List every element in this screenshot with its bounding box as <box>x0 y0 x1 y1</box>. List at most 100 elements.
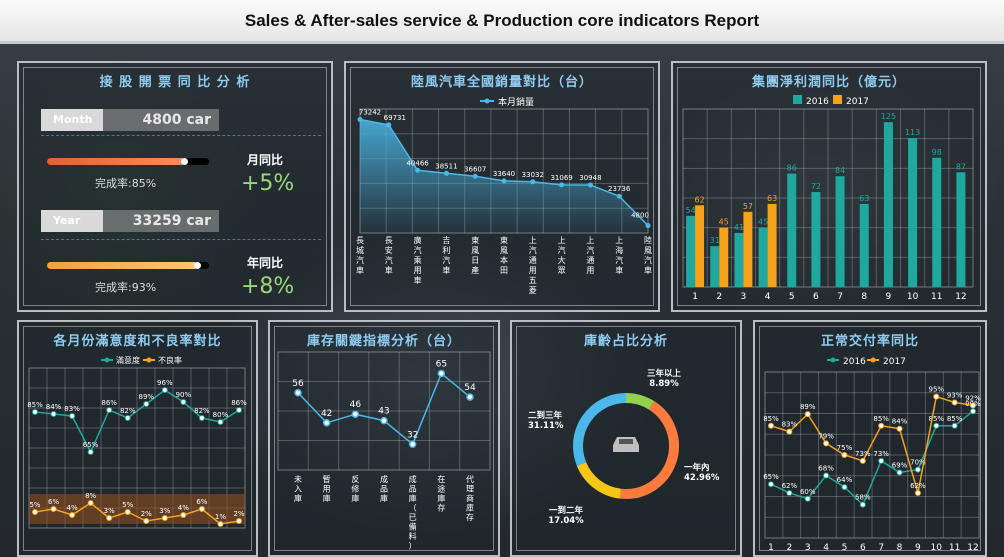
plot-area <box>277 351 491 471</box>
inventory-data-label: 43 <box>378 407 389 417</box>
inventory-tick-label: 未入庫 <box>294 474 302 503</box>
profit-tick-label: 10 <box>907 292 919 302</box>
profit-data-label: 63 <box>859 194 869 203</box>
profit-tick-label: 1 <box>692 292 698 302</box>
age-slice <box>576 461 622 499</box>
sales-data-label: 31069 <box>550 174 572 182</box>
delivery-tick-label: 8 <box>897 543 903 553</box>
legend-swatch <box>833 95 842 104</box>
defect-data-label: 5% <box>122 501 133 509</box>
month-value: 4800 car <box>103 109 219 131</box>
profit-bar-2017 <box>743 211 753 287</box>
sales-tick-label: 長城汽車 <box>356 236 364 275</box>
delivery-point <box>804 411 811 418</box>
defect-point <box>143 518 150 524</box>
delivery-data-label: 85% <box>873 415 889 423</box>
inventory-data-label: 42 <box>321 409 332 419</box>
defect-point <box>32 509 38 515</box>
delivery-tick-label: 12 <box>967 543 978 553</box>
delivery-data-label: 62% <box>782 482 798 490</box>
legend-label: 本月銷量 <box>498 96 534 108</box>
profit-bar-2016 <box>710 246 720 287</box>
profit-data-label: 125 <box>881 112 896 121</box>
legend-label: 滿意度 <box>116 355 140 365</box>
delivery-tick-label: 7 <box>878 543 884 553</box>
sales-title: 陸風汽車全國銷量對比（台） <box>410 75 593 90</box>
sales-tick-label: 長安汽車 <box>385 236 393 275</box>
legend-marker <box>104 357 110 363</box>
profit-bar-2016 <box>956 172 966 287</box>
defect-data-label: 5% <box>29 501 40 509</box>
defect-data-label: 1% <box>215 513 226 521</box>
sales-tick-label: 東風日產 <box>471 235 479 275</box>
delivery-point <box>914 466 921 473</box>
delivery-point <box>786 489 793 496</box>
profit-bar-2016 <box>787 173 797 287</box>
delivery-data-label: 79% <box>818 432 834 440</box>
profit-data-label: 87 <box>956 162 966 171</box>
delivery-data-label: 73% <box>873 450 889 458</box>
satisfaction-line <box>34 389 240 454</box>
defect-point <box>106 515 113 521</box>
profit-tick-label: 11 <box>931 292 942 302</box>
delivery-data-label: 93% <box>947 391 963 399</box>
profit-tick-label: 12 <box>955 292 966 302</box>
profit-tick-label: 7 <box>837 292 843 302</box>
satisfaction-data-label: 86% <box>101 399 117 407</box>
delivery-data-label: 84% <box>892 418 908 426</box>
delivery-point <box>768 422 774 429</box>
delivery-data-label: 60% <box>800 488 816 496</box>
sales-point <box>645 223 651 229</box>
delivery-point <box>841 484 848 491</box>
divider <box>41 135 321 136</box>
year-progress-fill <box>47 262 198 269</box>
delivery-tick-label: 2 <box>786 543 792 553</box>
delivery-point <box>951 422 958 429</box>
sales-tick-label: 陸風汽車 <box>644 235 652 275</box>
sales-tick-label: 吉利汽車 <box>442 236 450 275</box>
satisfaction-point <box>32 409 38 415</box>
delivery-tick-label: 10 <box>931 543 943 553</box>
delivery-point <box>878 457 885 464</box>
sales-data-label: 40466 <box>406 159 429 167</box>
month-progress-knob <box>180 158 188 165</box>
satisfaction-point <box>124 415 131 421</box>
profit-data-label: 31 <box>710 236 720 245</box>
delivery-point <box>859 457 866 464</box>
inventory-tick-label: 代理商庫存 <box>466 474 474 522</box>
month-progress-text: 完成率:85% <box>95 177 157 190</box>
profit-bar-2016 <box>908 138 918 287</box>
profit-tick-label: 3 <box>741 292 747 302</box>
defect-line <box>34 502 240 525</box>
profit-bar-2016 <box>734 232 744 287</box>
satisfaction-point <box>236 407 242 413</box>
defect-data-label: 3% <box>159 507 170 515</box>
satisfaction-panel: 各月份滿意度和不良率對比 滿意度 不良率 85% 84% 83% 65% 86% 82% 89%… <box>17 320 258 557</box>
profit-data-label: 45 <box>758 218 768 227</box>
defect-point <box>217 521 224 527</box>
delivery-point <box>896 425 903 432</box>
sales-point <box>587 182 593 188</box>
sales-point <box>357 116 363 122</box>
delivery-data-label: 70% <box>910 459 926 467</box>
report-title: Sales & After-sales service & Production… <box>244 10 760 30</box>
profit-title: 集團淨利潤同比（億元） <box>751 75 906 90</box>
sales-point <box>472 173 478 179</box>
profit-data-label: 54 <box>685 206 695 215</box>
inventory-data-label: 56 <box>292 379 304 389</box>
delivery-data-label: 69% <box>892 462 908 470</box>
delivery-point <box>896 469 903 476</box>
defect-point <box>50 506 57 512</box>
delivery-point <box>951 399 958 406</box>
plot-area <box>682 108 974 288</box>
year-label: Year <box>41 210 103 232</box>
defect-point <box>198 506 205 512</box>
profit-bar-2016 <box>859 203 869 287</box>
age-title: 庫齡占比分析 <box>583 334 668 349</box>
age-slice <box>573 393 627 466</box>
sales-point <box>386 122 392 128</box>
inventory-point <box>408 440 417 449</box>
year-value: 33259 car <box>103 210 219 232</box>
age-panel: 庫齡占比分析 一年內 42.96% 一到二年 17.04% 二到三年 31.11% 三年以上… <box>510 320 742 557</box>
